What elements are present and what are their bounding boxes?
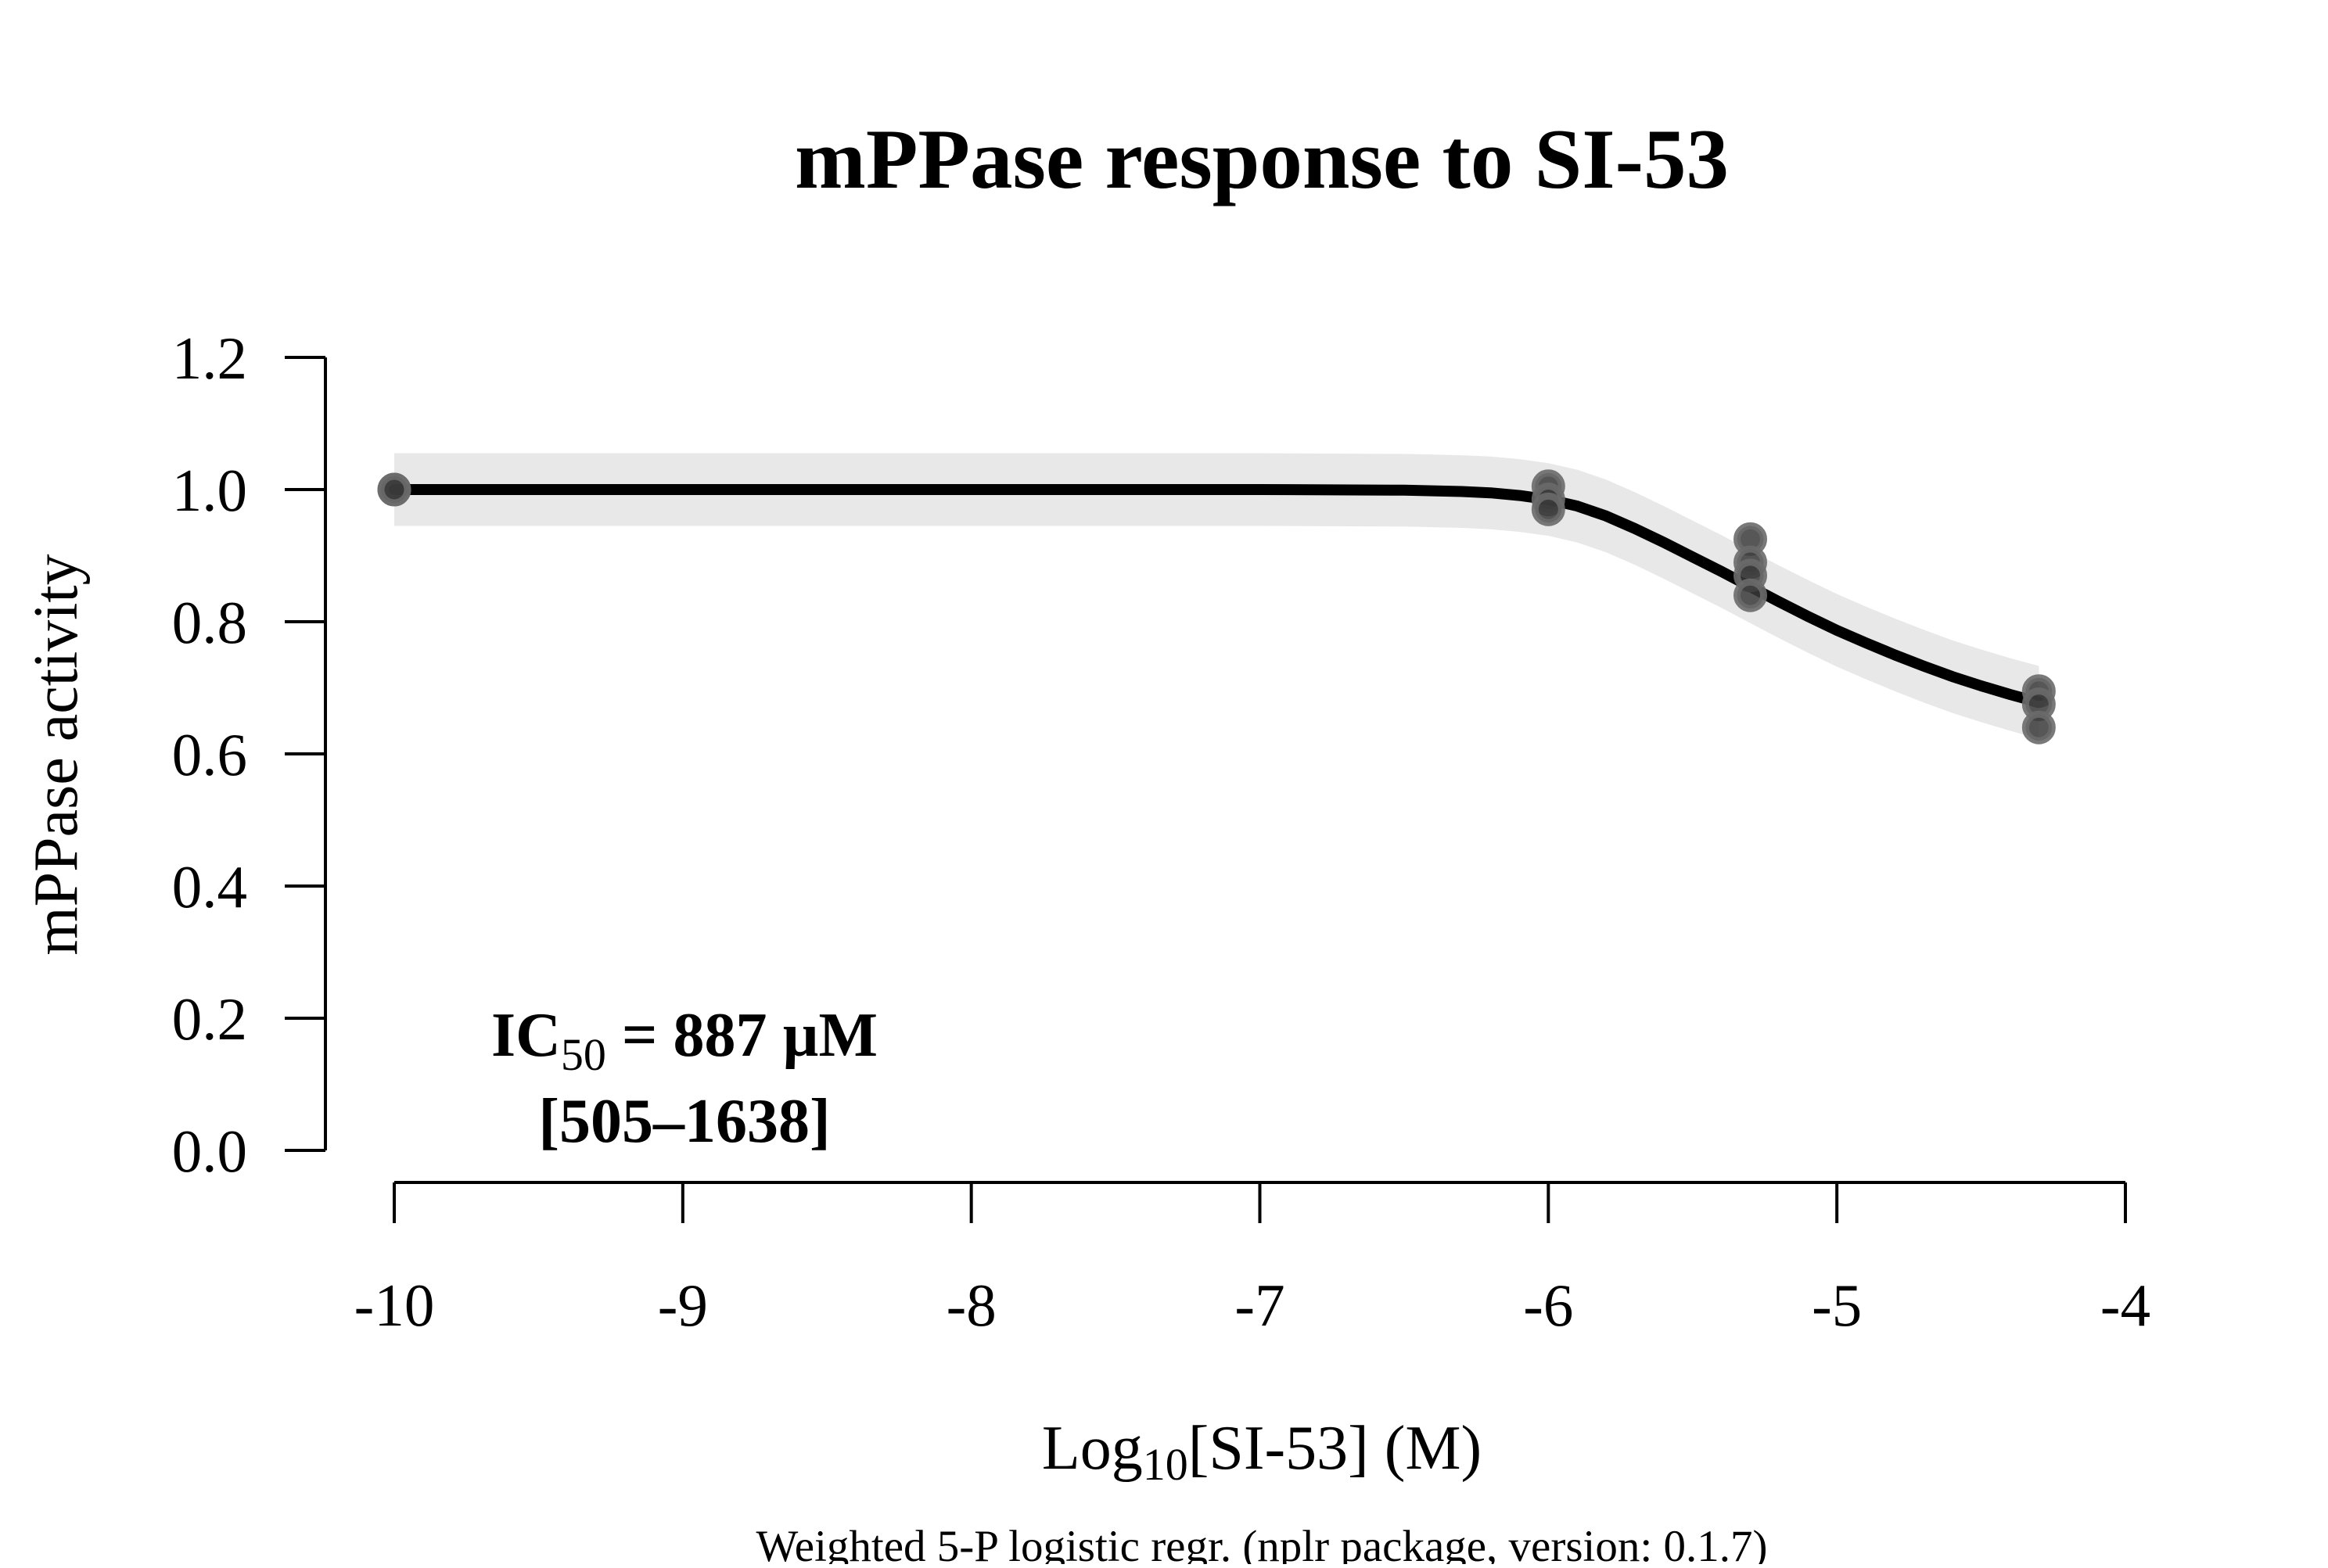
y-tick-label: 1.0	[172, 457, 247, 524]
y-tick-label: 0.6	[172, 721, 247, 788]
ic50-confidence-interval: [505–1638]	[538, 1087, 830, 1156]
data-points-layer	[377, 469, 2056, 745]
y-axis: 0.0 0.2 0.4 0.6 0.8 1.0 1.2	[172, 325, 327, 1185]
chart-caption: Weighted 5-P logistic regr. (nplr packag…	[756, 1522, 1768, 1564]
x-tick-label: -5	[1812, 1272, 1862, 1339]
y-tick-label: 1.2	[172, 325, 247, 392]
data-point	[1733, 578, 1768, 612]
x-axis-label-subscript: 10	[1143, 1439, 1188, 1490]
data-point	[2021, 710, 2056, 745]
x-tick-label: -6	[1523, 1272, 1573, 1339]
x-tick-label: -4	[2100, 1272, 2150, 1339]
y-tick-label: 0.8	[172, 589, 247, 656]
data-point	[377, 472, 411, 507]
x-tick-label: -10	[354, 1272, 435, 1339]
y-tick-label: 0.0	[172, 1118, 247, 1185]
x-axis-label-suffix: [SI-53] (M)	[1188, 1414, 1482, 1483]
chart-title: mPPase response to SI-53	[795, 112, 1729, 206]
x-tick-label: -7	[1234, 1272, 1284, 1339]
y-tick-label: 0.4	[172, 853, 247, 920]
y-axis-label: mPPase activity	[22, 554, 91, 955]
data-point	[1531, 492, 1565, 526]
fit-curve	[389, 484, 2045, 709]
confidence-band-layer	[394, 453, 2039, 739]
x-axis: -10 -9 -8 -7 -6 -5 -4	[354, 1181, 2150, 1339]
confidence-band	[394, 453, 2039, 739]
x-axis-label: Log10[SI-53] (M)	[1042, 1414, 1482, 1490]
y-tick-label: 0.2	[172, 985, 247, 1053]
ic50-subscript: 50	[561, 1029, 606, 1080]
ic50-value: = 887 µM	[606, 1001, 878, 1070]
x-tick-label: -9	[658, 1272, 708, 1339]
x-tick-label: -8	[947, 1272, 997, 1339]
ic50-label: IC	[491, 1001, 561, 1070]
ic50-annotation: IC50 = 887 µM	[491, 1001, 878, 1080]
x-axis-label-prefix: Log	[1042, 1414, 1143, 1483]
fit-curve-layer	[389, 484, 2045, 709]
